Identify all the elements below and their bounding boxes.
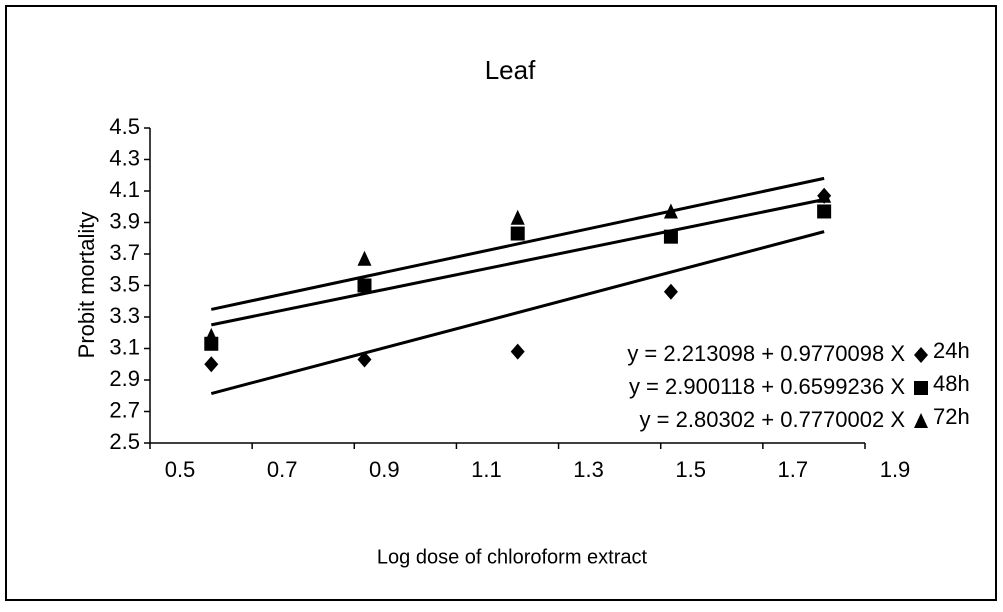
equation: y = 2.900118 + 0.6599236 X [629,374,905,399]
y-tick-label: 2.5 [109,429,140,454]
point [663,229,678,244]
point [204,327,219,343]
y-tick-label: 4.1 [109,177,140,202]
point [357,351,372,368]
legend-marker [914,381,928,395]
x-tick-label: 1.5 [675,457,706,482]
chart-title: Leaf [485,55,536,85]
x-tick-label: 0.7 [267,457,298,482]
legend-label: 24h [933,338,970,363]
legend-label: 72h [933,404,970,429]
equation: y = 2.80302 + 0.7770002 X [640,407,906,432]
y-tick-label: 2.7 [109,397,140,422]
point [817,204,832,219]
y-tick-label: 3.9 [109,208,140,233]
trendline [210,176,825,311]
y-tick-label: 2.9 [109,366,140,391]
y-tick-label: 3.3 [109,303,140,328]
legend-marker [914,347,928,363]
y-tick-label: 4.5 [109,114,140,139]
point [817,187,832,203]
x-tick-label: 1.1 [471,457,502,482]
equation: y = 2.213098 + 0.9770098 X [627,341,905,366]
x-tick-label: 0.5 [165,457,196,482]
x-tick-label: 0.9 [369,457,400,482]
point [663,283,678,300]
point [510,209,525,225]
point [663,203,678,219]
point [204,356,219,373]
x-tick-label: 1.9 [880,457,911,482]
trendline [210,198,825,327]
y-axis-label: Probit mortality [74,212,99,359]
trendline [210,230,825,395]
x-axis-label: Log dose of chloroform extract [377,546,648,568]
legend-label: 48h [933,371,970,396]
point [510,226,525,241]
x-tick-label: 1.3 [573,457,604,482]
x-tick-label: 1.7 [778,457,809,482]
y-tick-label: 4.3 [109,145,140,170]
y-tick-label: 3.1 [109,334,140,359]
point [357,250,372,266]
point [510,343,525,360]
y-tick-label: 3.5 [109,271,140,296]
legend-marker [914,413,928,428]
chart-frame [5,5,997,601]
point [357,278,372,293]
y-tick-label: 3.7 [109,240,140,265]
